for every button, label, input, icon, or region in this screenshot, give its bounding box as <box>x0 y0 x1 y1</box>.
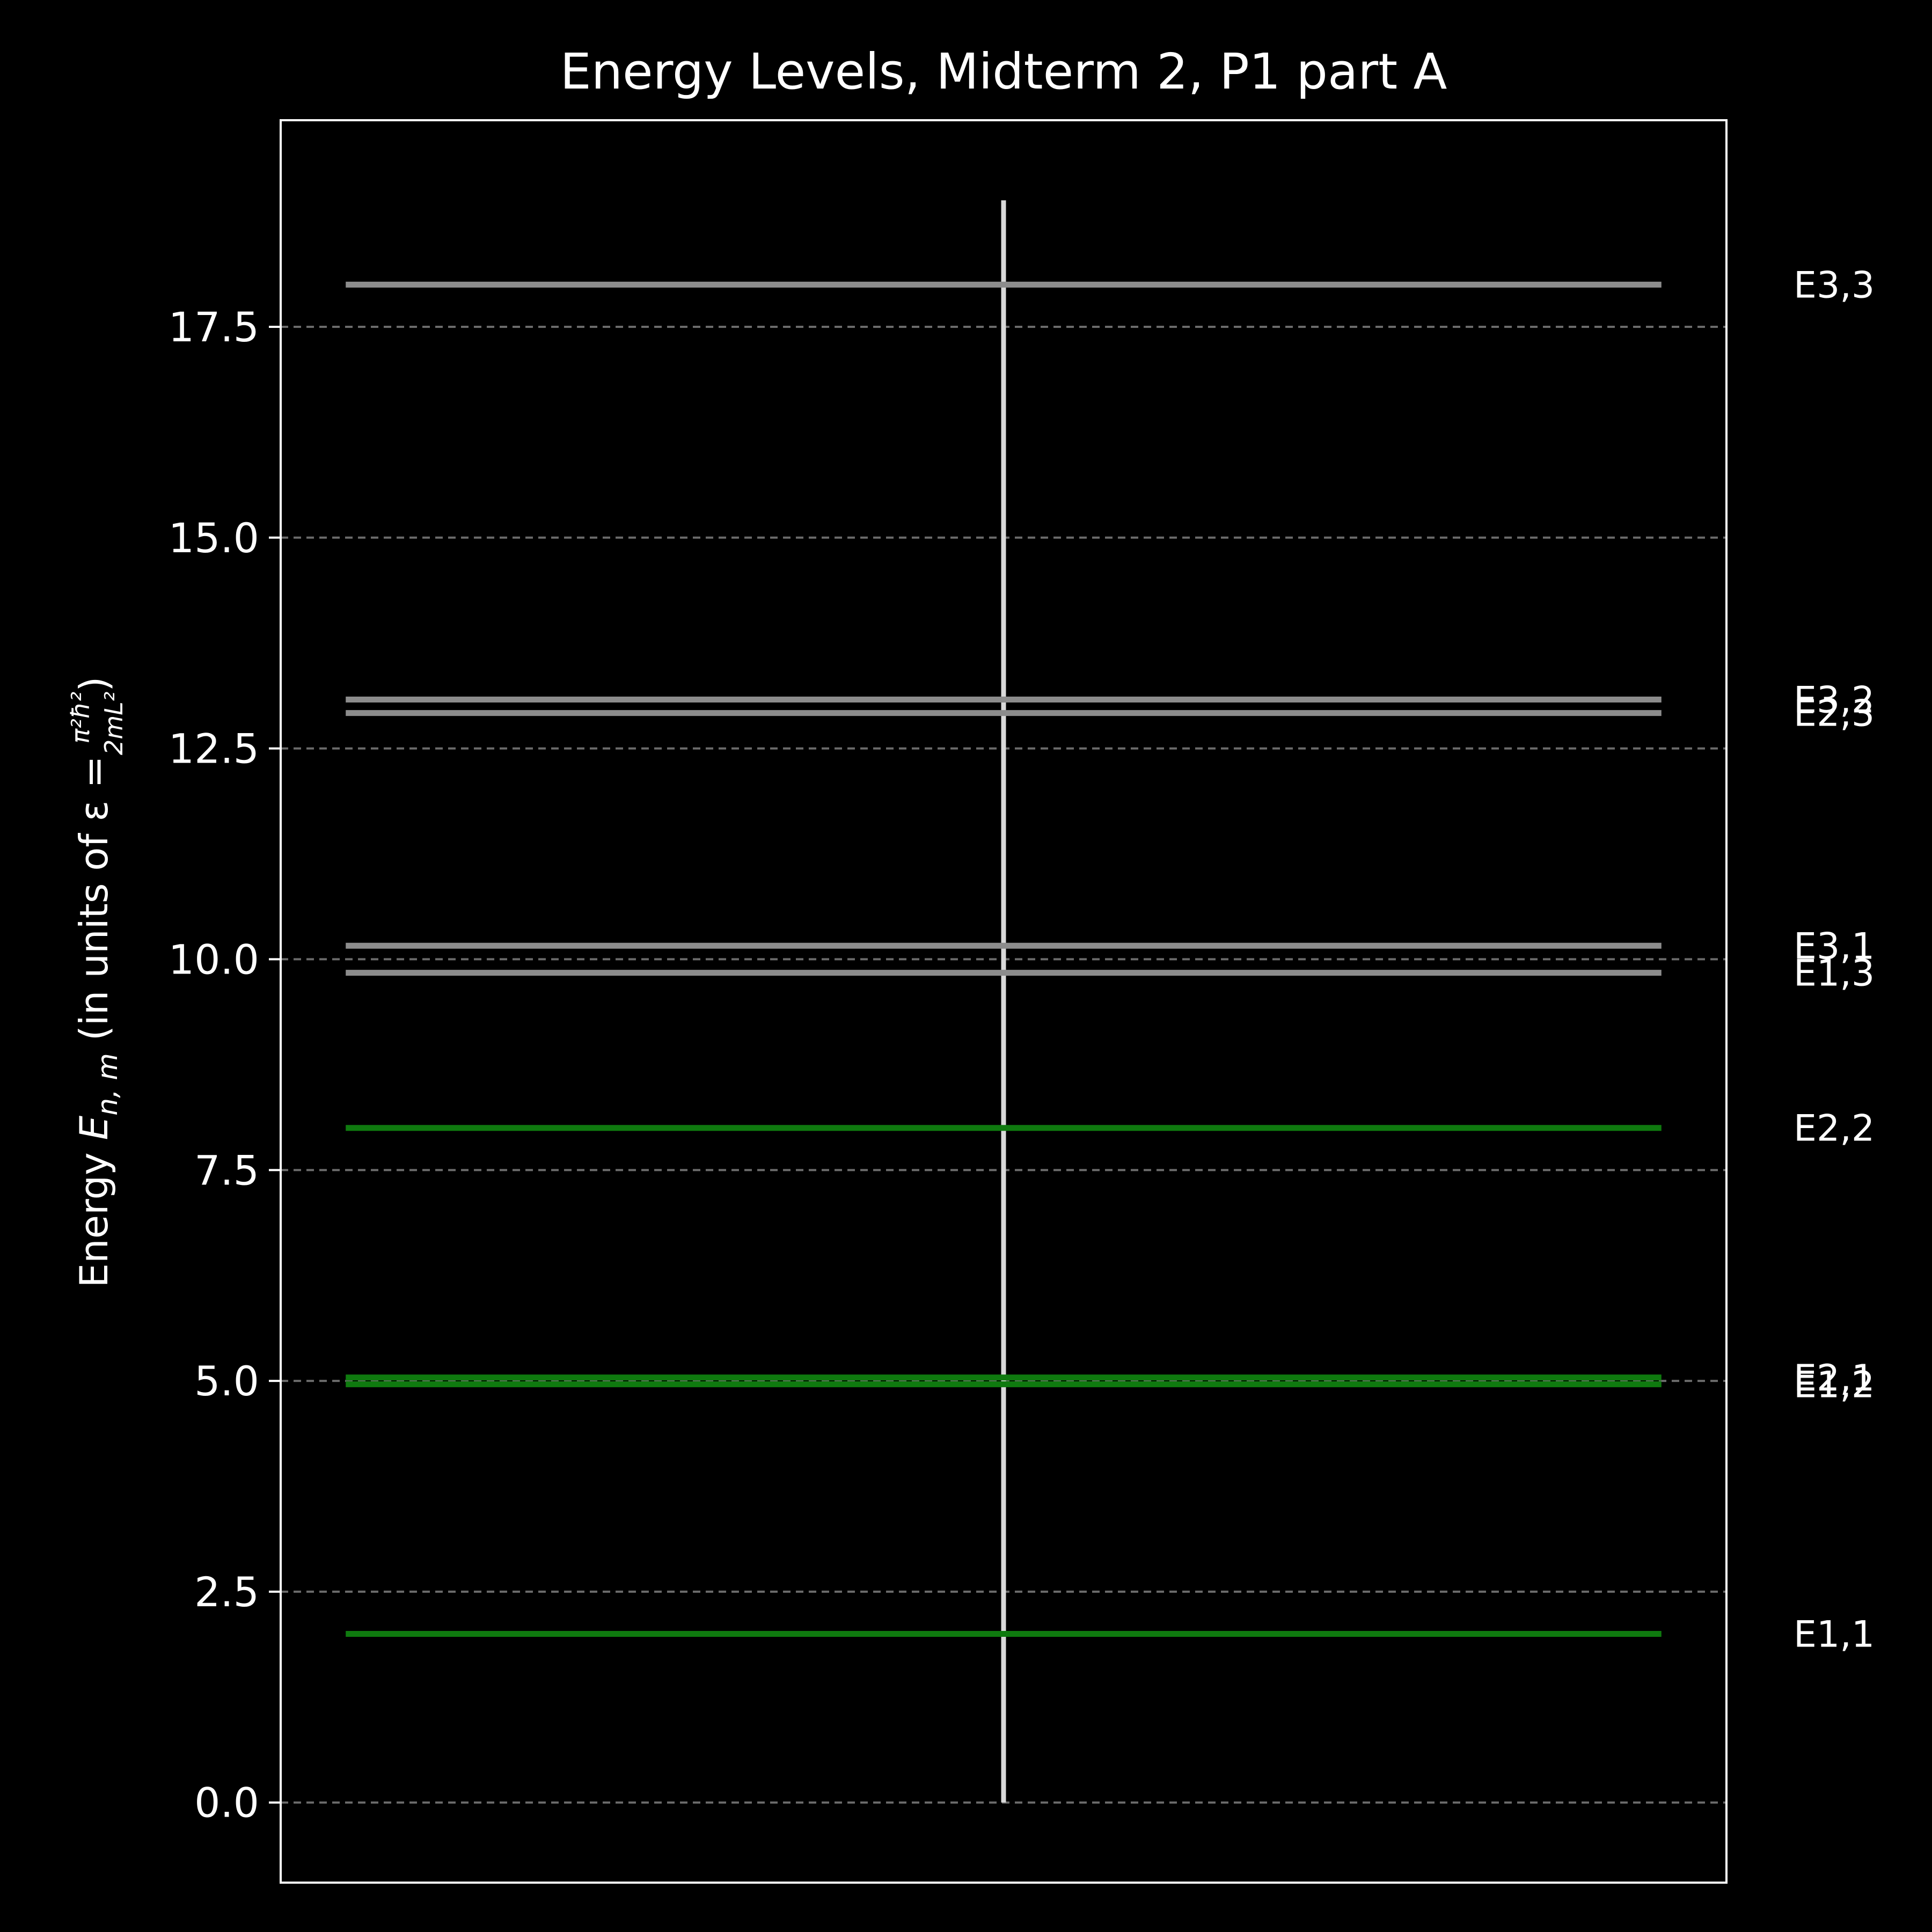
y-axis-label-prefix: Energy <box>71 1140 116 1287</box>
plot-frame <box>280 119 1728 1884</box>
energy-level-label: E1,2 <box>1794 1364 1875 1406</box>
y-tick-label: 5.0 <box>194 1357 259 1405</box>
energy-levels: E1,1 E1,2E2,1 E2,2 E1,3E3,1 E2,3E3,2 E3,3 <box>346 264 1875 1656</box>
y-tick-label: 12.5 <box>169 725 259 773</box>
y-tick-label: 7.5 <box>194 1146 259 1194</box>
y-tick-label: 2.5 <box>194 1568 259 1616</box>
energy-level-label: E2,3 <box>1794 693 1875 735</box>
energy-level-label: E1,1 <box>1794 1613 1875 1656</box>
energy-level-label: E1,3 <box>1794 953 1875 995</box>
y-tick-label: 17.5 <box>169 303 259 351</box>
energy-level-label: E3,2 <box>1794 679 1875 721</box>
y-axis-label-middle: (in units of ε = <box>71 743 116 1053</box>
y-tick-label: 10.0 <box>169 935 259 983</box>
energy-level-label: E2,2 <box>1794 1108 1875 1150</box>
y-axis-label: Energy En, m (in units of ε = π²ħ² 2mL²) <box>66 677 128 1288</box>
y-tick-label: 15.0 <box>169 514 259 562</box>
y-axis-label-subscript: n, m <box>92 1053 124 1116</box>
y-axis-label-suffix: ) <box>71 677 116 692</box>
y-axis-label-denominator: 2mL² <box>99 692 128 755</box>
y-axis-label-numerator: π²ħ² <box>66 692 95 744</box>
energy-level-label: E3,1 <box>1794 925 1875 968</box>
y-axis-ticks: 0.0 2.5 5.0 7.5 10.0 12.5 15.0 17.5 <box>169 303 281 1827</box>
chart-title: Energy Levels, Midterm 2, P1 part A <box>560 43 1447 100</box>
energy-level-label: E2,1 <box>1794 1357 1875 1400</box>
y-axis-label-symbol: E <box>71 1115 116 1140</box>
y-tick-label: 0.0 <box>194 1779 259 1827</box>
energy-level-label: E3,3 <box>1794 264 1875 306</box>
